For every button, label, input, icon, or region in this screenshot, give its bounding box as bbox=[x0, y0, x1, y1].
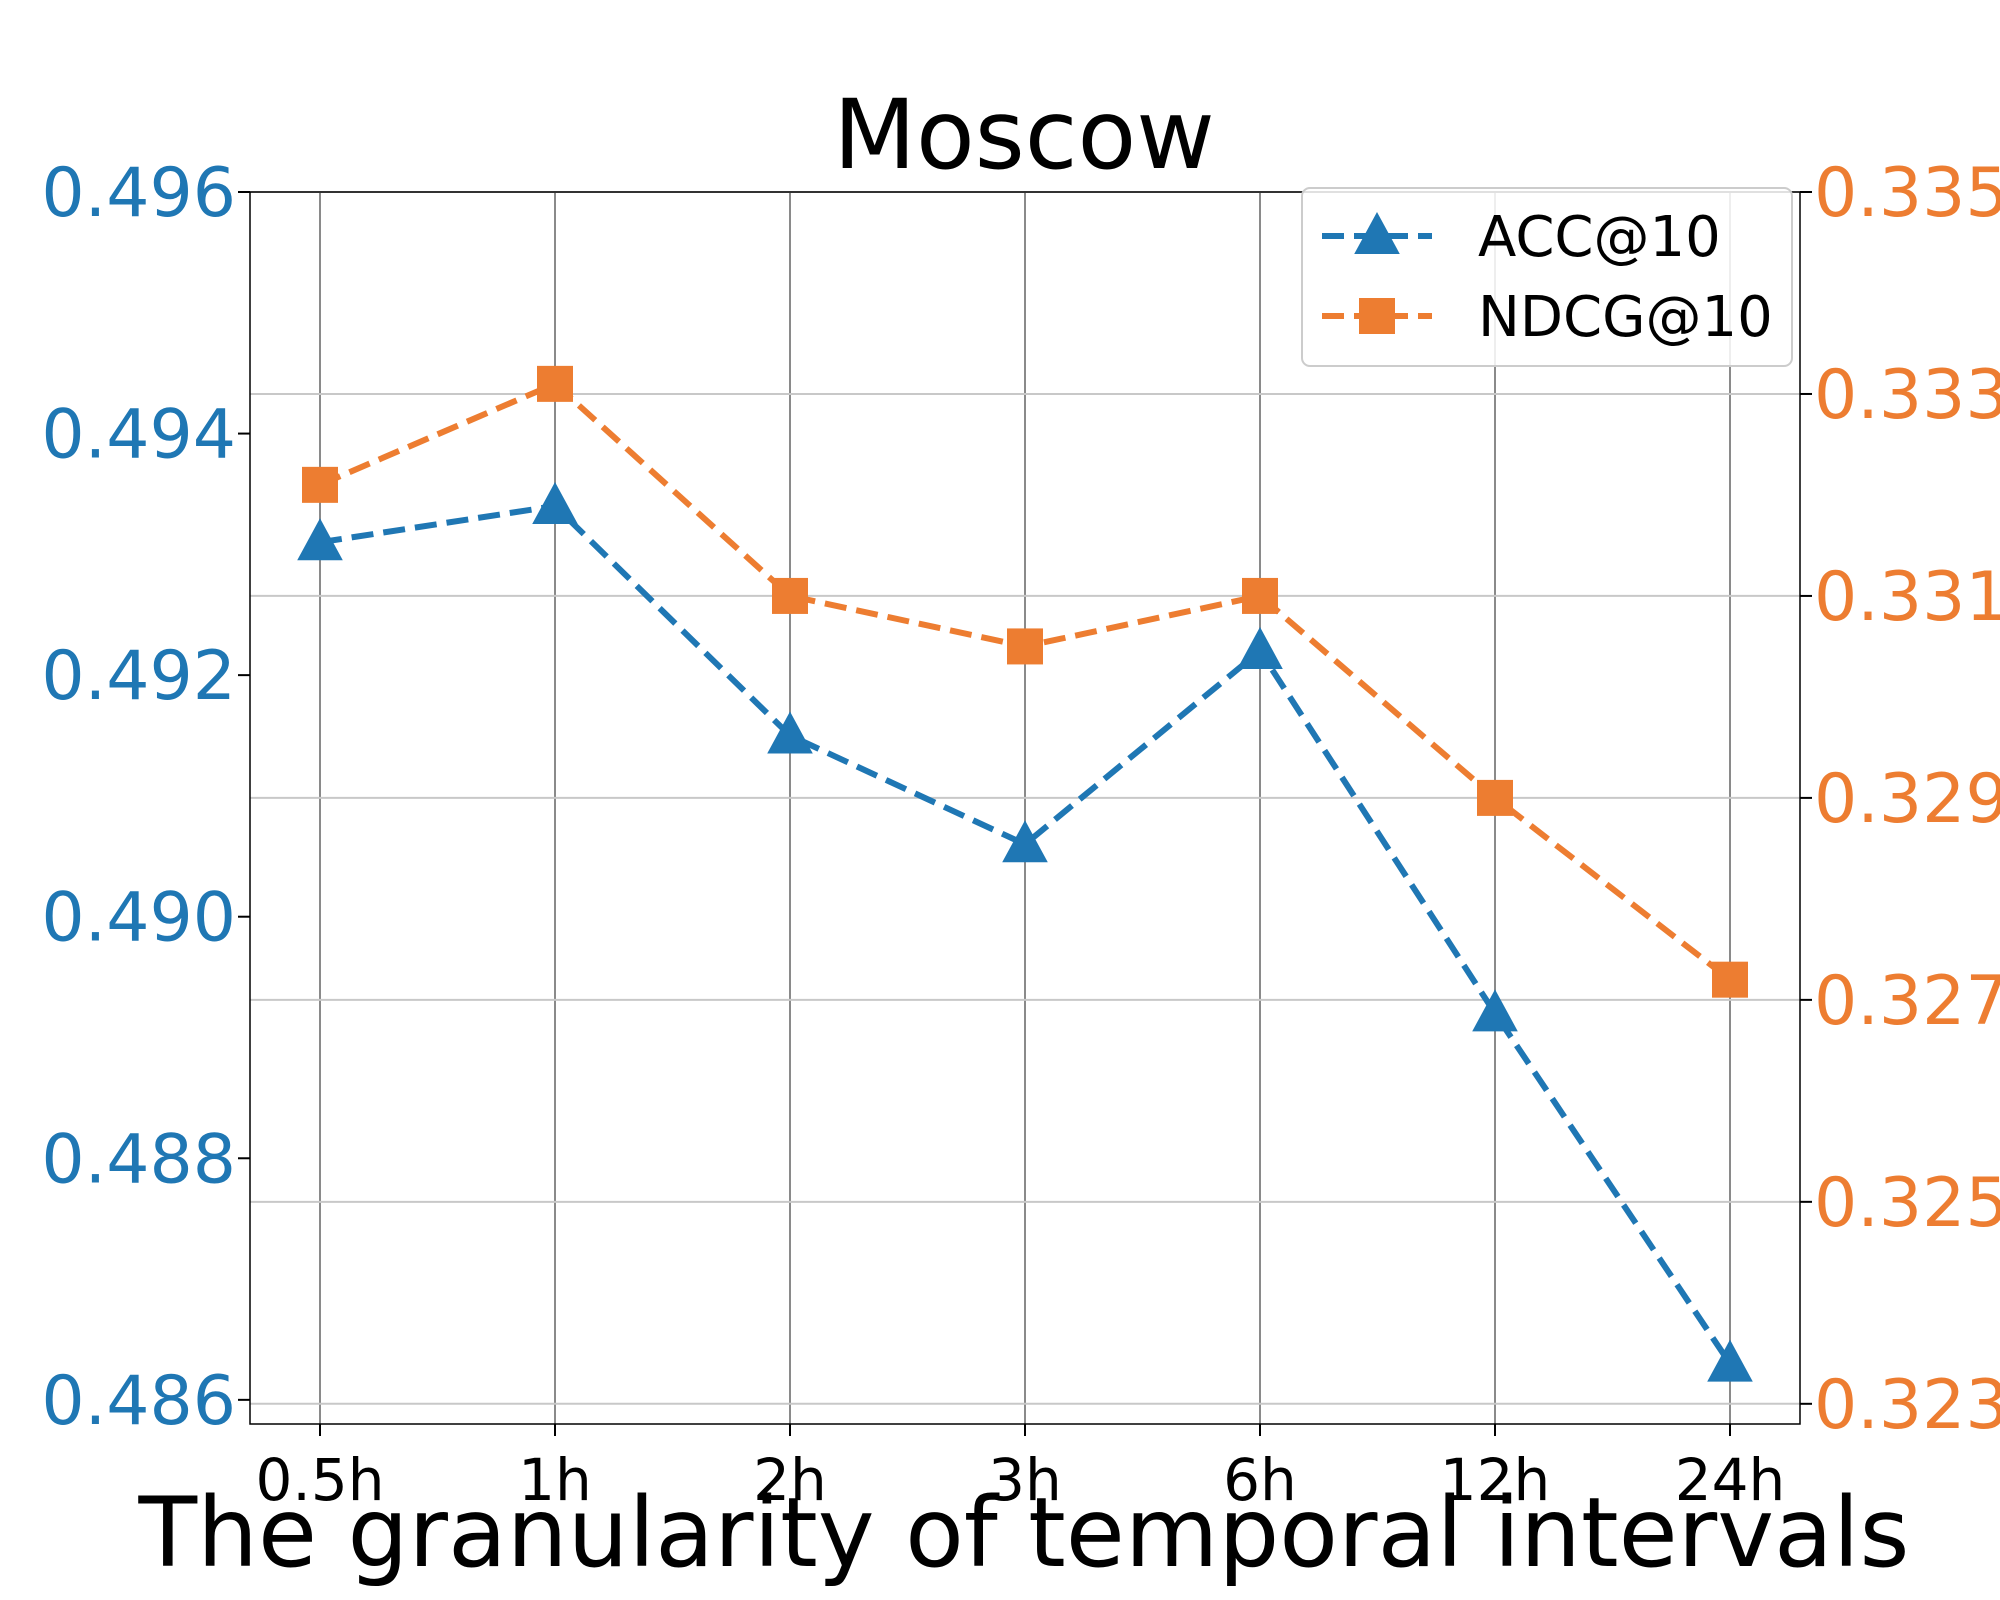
y-left-tick-label: 0.488 bbox=[41, 1120, 236, 1199]
data-point-ndcg-10 bbox=[1242, 577, 1278, 614]
series-layer bbox=[297, 365, 1753, 1382]
data-point-acc-10 bbox=[1707, 1339, 1753, 1382]
legend-frame bbox=[1301, 187, 1793, 367]
x-tick-label: 0.5h bbox=[256, 1446, 385, 1514]
x-tick-label: 6h bbox=[1223, 1446, 1297, 1514]
chart-title: Moscow bbox=[833, 79, 1215, 191]
y-right-tick-label: 0.331 bbox=[1814, 558, 2000, 637]
legend-label-acc-10: ACC@10 bbox=[1478, 205, 1721, 270]
data-point-ndcg-10 bbox=[1477, 779, 1513, 816]
data-point-acc-10 bbox=[1237, 626, 1283, 669]
x-tick-label: 1h bbox=[518, 1446, 592, 1514]
data-point-acc-10 bbox=[532, 482, 578, 525]
y-left-tick-label: 0.496 bbox=[41, 154, 236, 233]
y-left-tick-label: 0.494 bbox=[41, 396, 236, 475]
y-left-tick-label: 0.490 bbox=[41, 879, 236, 958]
data-point-acc-10 bbox=[1002, 820, 1048, 863]
x-tick-label: 3h bbox=[988, 1446, 1062, 1514]
y-right-tick-label: 0.335 bbox=[1814, 154, 2000, 233]
data-point-ndcg-10 bbox=[772, 577, 808, 614]
x-axis-label: The granularity of temporal intervals bbox=[137, 1477, 1909, 1589]
x-tick-label: 2h bbox=[753, 1446, 827, 1514]
y-left-tick-label: 0.486 bbox=[41, 1362, 236, 1441]
legend-label-ndcg-10: NDCG@10 bbox=[1478, 285, 1773, 350]
y-right-tick-label: 0.329 bbox=[1814, 760, 2000, 839]
x-tick-label: 24h bbox=[1675, 1446, 1786, 1514]
y-right-tick-label: 0.323 bbox=[1814, 1366, 2000, 1445]
y-right-tick-label: 0.333 bbox=[1814, 356, 2000, 435]
legend: ACC@10 NDCG@10 bbox=[1301, 187, 1793, 367]
legend-marker-acc-10 bbox=[1354, 212, 1400, 254]
x-tick-label: 12h bbox=[1440, 1446, 1551, 1514]
data-point-ndcg-10 bbox=[302, 466, 338, 503]
data-point-ndcg-10 bbox=[1007, 628, 1043, 665]
y-right-tick-label: 0.327 bbox=[1814, 962, 2000, 1041]
data-point-ndcg-10 bbox=[1712, 961, 1748, 998]
legend-marker-ndcg-10 bbox=[1359, 298, 1395, 334]
data-point-acc-10 bbox=[297, 518, 343, 561]
axes: 0.5h 1h 2h 3h 6h 12h 24h 0.486 0.488 0.490 0.492 0.… bbox=[41, 154, 2000, 1514]
data-point-acc-10 bbox=[1472, 989, 1518, 1032]
data-point-acc-10 bbox=[767, 711, 813, 754]
y-left-tick-label: 0.492 bbox=[41, 637, 236, 716]
data-point-ndcg-10 bbox=[537, 365, 573, 402]
y-right-tick-label: 0.325 bbox=[1814, 1164, 2000, 1243]
